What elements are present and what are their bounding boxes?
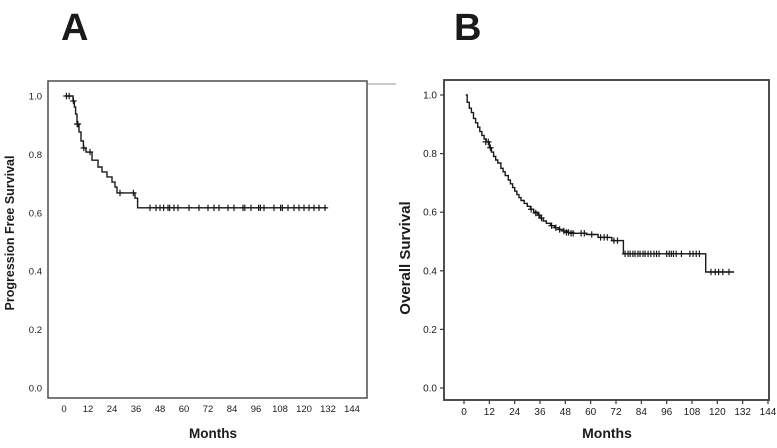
x-tick-label: 36 [534, 407, 546, 418]
panel-b-y-axis-label: Overall Survival [397, 201, 414, 314]
x-tick-label: 24 [509, 407, 521, 418]
x-tick-label: 12 [484, 407, 496, 418]
x-tick-label: 24 [107, 404, 118, 415]
panel-b-x-axis-label: Months [582, 425, 632, 441]
panel-b-letter: B [454, 7, 481, 49]
x-tick-label: 0 [61, 404, 66, 415]
x-tick-label: 108 [272, 404, 288, 415]
x-tick-label: 120 [296, 404, 312, 415]
x-tick-label: 120 [709, 407, 726, 418]
y-tick-label: 0.2 [29, 325, 42, 336]
x-tick-label: 96 [251, 404, 262, 415]
x-tick-label: 72 [203, 404, 214, 415]
censor-marks [63, 92, 329, 212]
x-tick-label: 12 [83, 404, 94, 415]
x-tick-label: 144 [760, 407, 777, 418]
x-tick-label: 0 [461, 407, 467, 418]
x-tick-label: 60 [179, 404, 190, 415]
survival-curve [65, 95, 327, 209]
x-tick-label: 132 [734, 407, 751, 418]
x-tick-label: 36 [131, 404, 142, 415]
x-tick-label: 144 [344, 404, 360, 415]
censor-marks [482, 138, 733, 276]
x-tick-label: 132 [320, 404, 336, 415]
panel-a-y-axis-label: Progression Free Survival [3, 156, 17, 311]
x-tick-label: 48 [155, 404, 166, 415]
y-tick-label: 0.4 [423, 266, 437, 277]
panel-a-plot: 0 12 24 36 48 60 72 84 96 108 120 132 144 0.0 0.2 0.4 0.… [29, 80, 368, 415]
x-tick-label: 84 [636, 407, 648, 418]
y-tick-label: 0.0 [423, 384, 437, 395]
y-tick-label: 0.6 [29, 208, 42, 219]
y-tick-label: 1.0 [29, 92, 42, 103]
y-tick-label: 0.0 [29, 384, 42, 395]
panel-a-letter: A [61, 7, 88, 49]
x-tick-label: 96 [661, 407, 673, 418]
x-tick-label: 84 [227, 404, 238, 415]
y-tick-label: 0.6 [423, 208, 437, 219]
x-tick-label: 72 [610, 407, 622, 418]
y-tick-label: 0.2 [423, 325, 437, 336]
panel-b-plot: 0 12 24 36 48 60 72 84 96 108 120 132 144 0.0 0.2 0.4 0.… [423, 79, 777, 418]
x-tick-label: 60 [585, 407, 597, 418]
y-tick-label: 1.0 [423, 91, 437, 102]
x-tick-label: 108 [684, 407, 701, 418]
y-tick-label: 0.4 [29, 267, 42, 278]
panel-a-x-axis-label: Months [189, 426, 237, 441]
plot-frame [47, 80, 368, 399]
x-tick-label: 48 [560, 407, 572, 418]
y-tick-label: 0.8 [29, 150, 42, 161]
y-tick-label: 0.8 [423, 149, 437, 160]
plot-frame [443, 79, 770, 401]
survival-curve [465, 94, 735, 273]
